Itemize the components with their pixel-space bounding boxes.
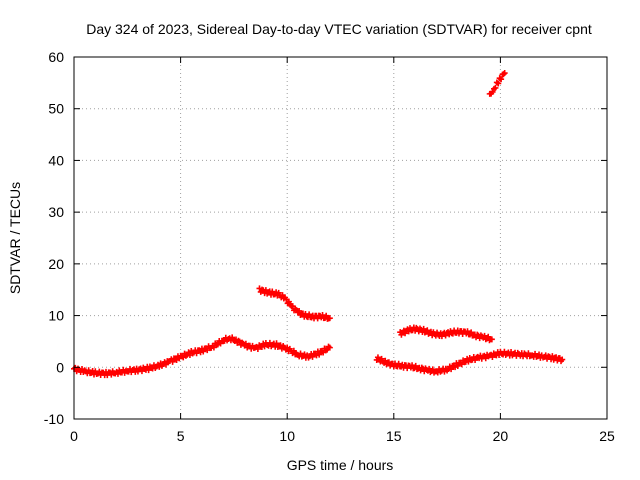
y-axis-tick-labels: -10 0 10 20 30 40 50 60 bbox=[44, 49, 64, 427]
data-point bbox=[285, 298, 292, 305]
data-point bbox=[316, 351, 323, 358]
series-track-4 bbox=[397, 324, 495, 344]
data-point bbox=[500, 71, 507, 78]
y-tick-label: 20 bbox=[48, 256, 64, 272]
series-track-1 bbox=[71, 334, 333, 379]
grid bbox=[74, 57, 607, 419]
data-point bbox=[309, 353, 316, 360]
data-point bbox=[492, 84, 499, 91]
data-points bbox=[71, 70, 566, 379]
chart-title: Day 324 of 2023, Sidereal Day-to-day VTE… bbox=[86, 21, 592, 37]
data-point bbox=[169, 358, 176, 365]
series-track-3 bbox=[373, 348, 566, 376]
x-axis-tick-labels: 0 5 10 15 20 25 bbox=[70, 428, 615, 444]
y-tick-label: -10 bbox=[44, 411, 64, 427]
data-point bbox=[454, 362, 461, 369]
data-point bbox=[498, 76, 505, 83]
data-point bbox=[488, 336, 495, 343]
data-point bbox=[495, 80, 502, 87]
data-point bbox=[501, 70, 508, 77]
data-point bbox=[326, 315, 333, 322]
y-tick-label: 10 bbox=[48, 308, 64, 324]
y-tick-label: 60 bbox=[48, 49, 64, 65]
y-tick-label: 50 bbox=[48, 101, 64, 117]
y-tick-label: 40 bbox=[48, 152, 64, 168]
data-point bbox=[468, 329, 475, 336]
series-track-2 bbox=[256, 285, 333, 322]
plot-frame bbox=[73, 56, 608, 420]
data-point bbox=[448, 366, 455, 373]
data-point bbox=[489, 88, 496, 95]
x-axis-title: GPS time / hours bbox=[287, 457, 394, 473]
x-tick-label: 25 bbox=[599, 428, 615, 444]
x-tick-label: 10 bbox=[279, 428, 295, 444]
data-point bbox=[559, 356, 566, 363]
axis-ticks bbox=[73, 56, 608, 420]
data-point bbox=[326, 344, 333, 351]
data-point bbox=[162, 361, 169, 368]
y-tick-label: 30 bbox=[48, 204, 64, 220]
x-tick-label: 15 bbox=[386, 428, 402, 444]
data-point bbox=[200, 348, 207, 355]
y-axis-title: SDTVAR / TECUs bbox=[7, 182, 23, 294]
y-tick-label: 0 bbox=[56, 359, 64, 375]
series-track-5 bbox=[486, 70, 508, 97]
x-tick-label: 0 bbox=[70, 428, 78, 444]
x-tick-label: 5 bbox=[177, 428, 185, 444]
data-point bbox=[464, 328, 471, 335]
data-point bbox=[290, 347, 297, 354]
x-tick-label: 20 bbox=[493, 428, 509, 444]
